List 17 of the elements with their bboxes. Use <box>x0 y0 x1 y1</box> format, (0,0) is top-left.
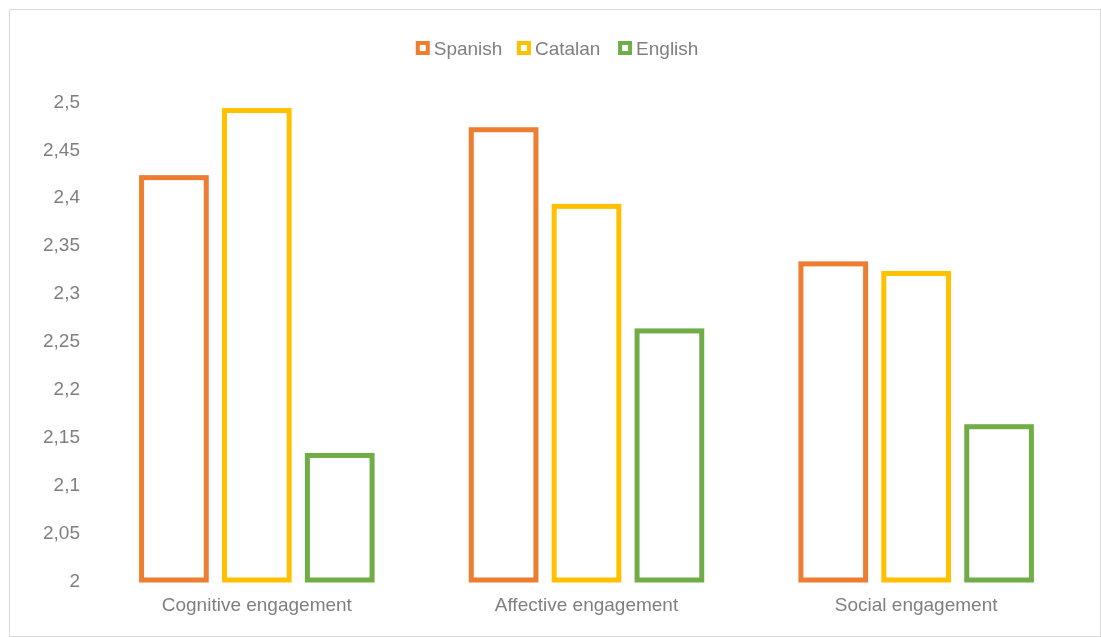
x-tick-label: Social engagement <box>834 594 999 615</box>
y-tick-label: 2,45 <box>43 138 80 160</box>
legend-label: Spanish <box>433 37 503 59</box>
y-tick-label: 2,2 <box>53 378 80 400</box>
y-tick-label: 2,15 <box>43 425 80 447</box>
y-tick-label: 2,25 <box>43 330 80 352</box>
y-tick-label: 2 <box>69 569 80 591</box>
y-tick-label: 2,35 <box>43 234 80 256</box>
y-tick-label: 2,05 <box>43 521 80 543</box>
y-tick-label: 2,3 <box>53 282 80 304</box>
y-tick-label: 2,5 <box>53 90 80 112</box>
y-tick-label: 2,1 <box>53 473 80 495</box>
legend-label: English <box>636 37 699 59</box>
x-tick-label: Affective engagement <box>494 594 679 615</box>
x-tick-label: Cognitive engagement <box>161 594 353 615</box>
legend-label: Catalan <box>534 37 601 59</box>
y-tick-label: 2,4 <box>53 186 81 208</box>
